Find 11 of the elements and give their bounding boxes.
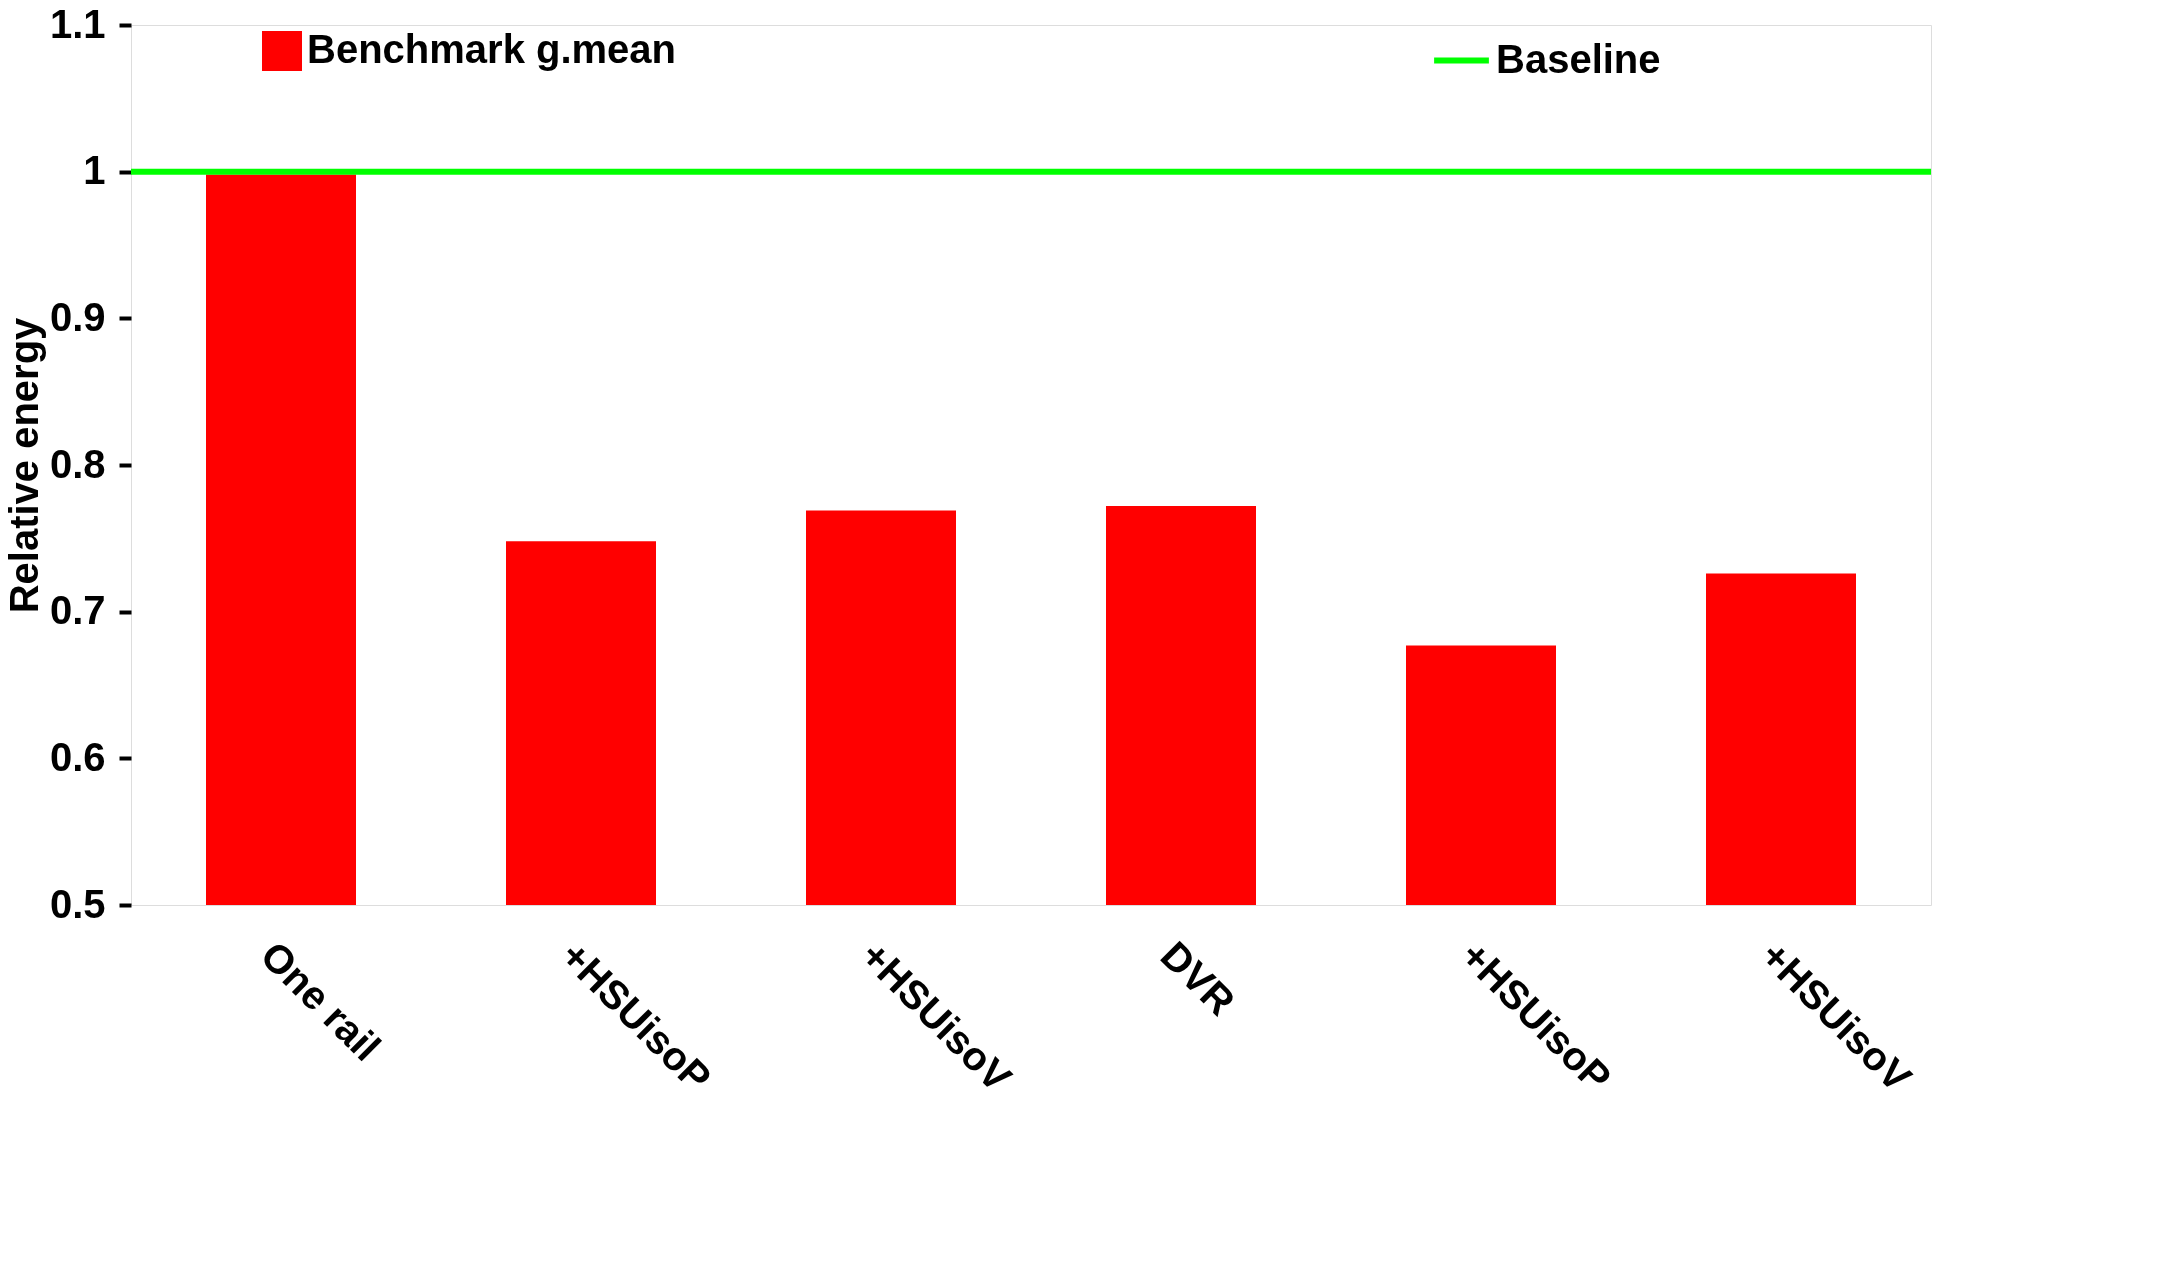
legend-label: Baseline: [1496, 36, 1661, 81]
y-axis-title: Relative energy: [1, 316, 46, 614]
x-tick-label: One rail: [252, 932, 390, 1070]
legend-label: Benchmark g.mean: [307, 27, 677, 71]
y-tick-label: 1.1: [49, 1, 106, 46]
y-tick-label: 0.7: [49, 588, 106, 633]
y-tick-label: 0.5: [49, 881, 106, 926]
y-tick-label: 0.6: [49, 734, 106, 779]
y-tick-label: 1: [83, 148, 106, 193]
y-tick-label: 0.8: [49, 441, 106, 486]
y-tick-label: 0.9: [49, 294, 106, 339]
